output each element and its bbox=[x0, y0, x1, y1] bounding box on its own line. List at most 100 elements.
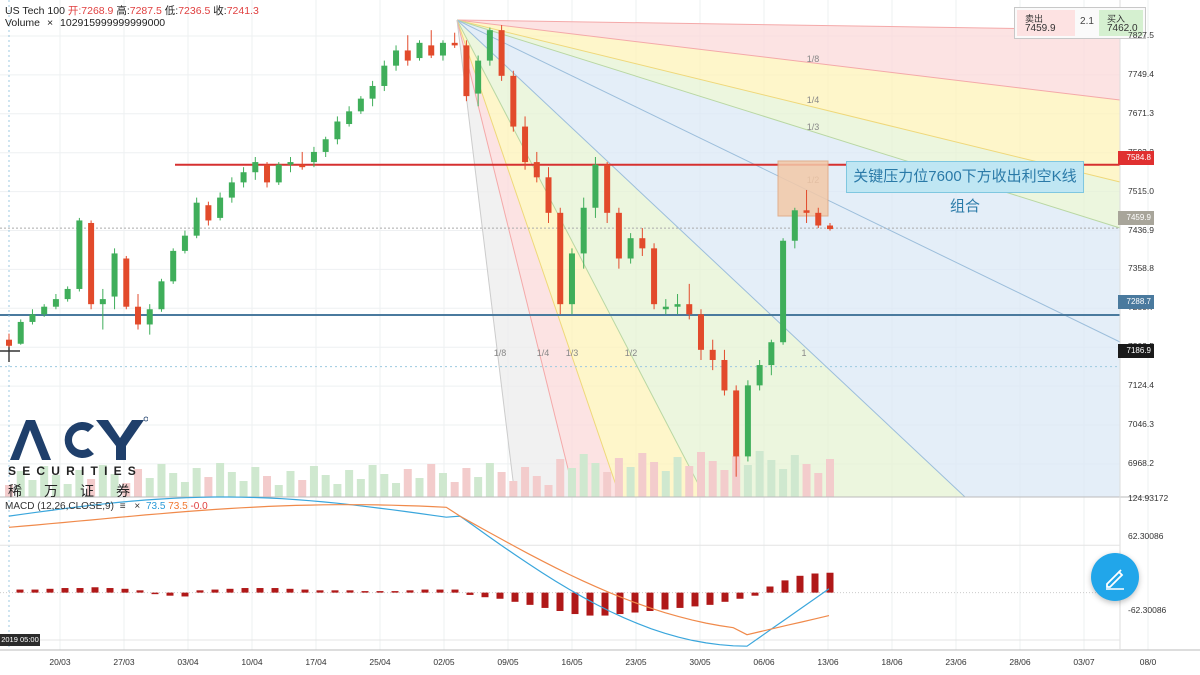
macd-histogram-bar bbox=[361, 591, 369, 593]
annotation-box[interactable]: 关键压力位7600下方收出利空K线组合 bbox=[846, 161, 1084, 215]
macd-histogram-bar bbox=[706, 592, 714, 605]
date-label: 09/05 bbox=[497, 657, 519, 667]
candle bbox=[135, 294, 142, 330]
macd-histogram-bar bbox=[331, 590, 339, 593]
volume-bar bbox=[696, 452, 705, 497]
macd-histogram-bar bbox=[496, 592, 504, 599]
volume-bar bbox=[63, 484, 72, 497]
macd-histogram-bar bbox=[481, 592, 489, 598]
candle-body bbox=[486, 30, 493, 61]
candle-body bbox=[686, 304, 693, 315]
macd-histogram-bar bbox=[766, 586, 774, 593]
candle bbox=[158, 278, 165, 312]
symbol-info-row: US Tech 100 开:7268.9 高:7287.5 低:7236.5 收… bbox=[5, 3, 259, 18]
volume-bar bbox=[28, 480, 37, 497]
draw-button[interactable] bbox=[1091, 553, 1139, 601]
price-tag: 7459.9 bbox=[1118, 211, 1154, 225]
buy-button[interactable]: 买入 7462.0 bbox=[1099, 10, 1143, 36]
volume-bar bbox=[814, 473, 823, 497]
macd-histogram-bar bbox=[661, 592, 669, 610]
date-label: 06/06 bbox=[753, 657, 775, 667]
volume-bar bbox=[626, 467, 635, 497]
date-label: 30/05 bbox=[689, 657, 711, 667]
volume-bar bbox=[169, 473, 178, 497]
candle bbox=[627, 233, 634, 264]
candle bbox=[52, 294, 59, 310]
high-label: 高: bbox=[116, 5, 130, 17]
spread-value: 2.1 bbox=[1080, 16, 1094, 27]
macd-histogram-bar bbox=[391, 591, 399, 593]
candle-body bbox=[651, 248, 658, 305]
macd-histogram-bar bbox=[46, 588, 54, 593]
candle bbox=[252, 157, 259, 180]
date-label: 20/03 bbox=[49, 657, 71, 667]
candle bbox=[780, 238, 787, 345]
volume-bar bbox=[779, 469, 788, 497]
volume-bar bbox=[556, 459, 565, 497]
volume-bar bbox=[122, 483, 131, 497]
candle-body bbox=[76, 220, 83, 289]
candle-body bbox=[88, 222, 95, 305]
candle bbox=[498, 25, 505, 81]
volume-bar bbox=[462, 468, 471, 497]
fan-label: 1/2 bbox=[625, 348, 638, 358]
macd-histogram-bar bbox=[106, 588, 114, 593]
volume-bar bbox=[403, 469, 412, 497]
candle bbox=[29, 309, 36, 325]
settings-icon[interactable]: ≡ bbox=[119, 501, 126, 512]
candle bbox=[791, 207, 798, 249]
candle bbox=[217, 192, 224, 221]
open-label: 开: bbox=[67, 5, 82, 17]
candle-body bbox=[181, 235, 188, 251]
candle-body bbox=[803, 210, 810, 213]
candle bbox=[827, 222, 833, 231]
price-scale-label: 7749.4 bbox=[1128, 68, 1154, 79]
macd-histogram-bar bbox=[31, 589, 39, 593]
price-scale-label: 7827.5 bbox=[1128, 30, 1154, 40]
fan-label: 1/3 bbox=[566, 348, 579, 358]
candle bbox=[522, 116, 529, 170]
volume-bar bbox=[134, 469, 143, 497]
price-tag: 7584.8 bbox=[1118, 151, 1154, 165]
candle-body bbox=[768, 342, 775, 366]
fan-line bbox=[456, 19, 1121, 229]
candle bbox=[299, 151, 306, 170]
candle bbox=[357, 96, 364, 114]
close-icon[interactable]: × bbox=[134, 501, 141, 512]
candle bbox=[510, 70, 517, 132]
candle-body bbox=[52, 299, 59, 307]
candle-body bbox=[228, 182, 235, 198]
volume-bar bbox=[204, 477, 213, 497]
macd-histogram-bar bbox=[16, 589, 24, 593]
volume-bar bbox=[321, 475, 330, 497]
volume-bar bbox=[75, 470, 84, 497]
candle-body bbox=[592, 164, 599, 208]
macd-histogram-bar bbox=[811, 573, 819, 593]
date-label: 25/04 bbox=[369, 657, 391, 667]
volume-bar bbox=[345, 470, 354, 497]
candle bbox=[88, 220, 95, 310]
candle bbox=[686, 283, 693, 320]
volume-bar bbox=[509, 481, 518, 497]
volume-bar bbox=[263, 476, 272, 497]
acy-logo-mark bbox=[10, 416, 149, 460]
volume-bar bbox=[544, 485, 553, 497]
candle bbox=[439, 40, 446, 61]
candle-body bbox=[310, 151, 317, 163]
candle bbox=[475, 55, 482, 107]
volume-bar bbox=[157, 464, 166, 497]
candle-body bbox=[697, 314, 704, 350]
macd-histogram-bar bbox=[181, 592, 189, 597]
volume-bar bbox=[743, 465, 752, 497]
candle-body bbox=[733, 390, 740, 457]
volume-bar bbox=[180, 482, 189, 497]
sell-button[interactable]: 卖出 7459.9 bbox=[1017, 10, 1075, 36]
candle bbox=[756, 359, 763, 391]
candle bbox=[264, 162, 271, 188]
candle bbox=[146, 304, 153, 335]
candle bbox=[310, 146, 317, 168]
fan-line bbox=[456, 19, 576, 498]
close-icon[interactable]: × bbox=[46, 17, 54, 29]
